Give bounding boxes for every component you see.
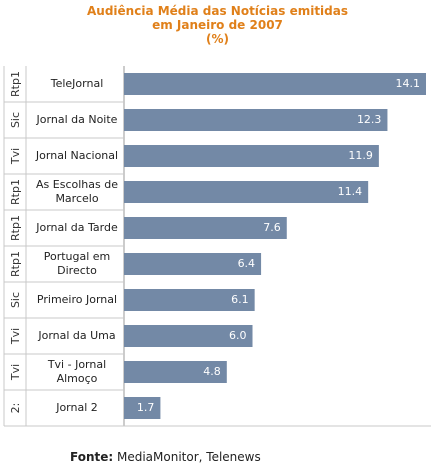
group-label: Rtp1 [9,251,22,277]
category-label: Almoço [57,372,98,385]
group-label: Sic [9,292,22,308]
data-label: 4.8 [203,365,221,378]
source-text: MediaMonitor, Telenews [113,450,261,464]
category-label: Portugal em [44,250,111,263]
category-label: Directo [57,264,97,277]
chart-title-line: (%) [206,32,229,46]
bar [124,73,426,95]
category-label: Marcelo [55,192,98,205]
source-label: Fonte: [70,450,114,464]
category-label: Jornal da Tarde [35,221,118,234]
group-label: Tvi [9,148,22,165]
data-label: 6.1 [231,293,249,306]
bar [124,217,287,239]
data-label: 6.4 [238,257,256,270]
bar [124,289,255,311]
data-label: 7.6 [263,221,281,234]
group-label: Tvi [9,364,22,381]
bar [124,181,369,203]
bar [124,145,379,167]
category-label: Jornal da Noite [36,113,118,126]
data-label: 6.0 [229,329,247,342]
data-label: 11.4 [338,185,363,198]
bar [124,325,253,347]
chart-title: Audiência Média das Notícias emitidas em… [0,4,435,46]
bar [124,361,227,383]
group-label: Rtp1 [9,71,22,97]
category-label: Jornal Nacional [35,149,118,162]
category-label: Primeiro Jornal [37,293,117,306]
source-note: Fonte: MediaMonitor, Telenews [70,450,261,464]
chart-title-line: em Janeiro de 2007 [152,18,283,32]
category-label: TeleJornal [50,77,104,90]
bar [124,397,161,419]
bar [124,253,262,275]
data-label: 11.9 [348,149,373,162]
group-label: Rtp1 [9,215,22,241]
category-label: Tvi - Jornal [47,358,106,371]
chart-title-line: Audiência Média das Notícias emitidas [87,4,348,18]
category-label: Jornal da Uma [37,329,115,342]
group-label: 2: [9,403,22,414]
data-label: 1.7 [137,401,155,414]
group-label: Rtp1 [9,179,22,205]
bar [124,109,388,131]
category-label: As Escolhas de [36,178,118,191]
group-label: Sic [9,112,22,128]
group-label: Tvi [9,328,22,345]
category-label: Jornal 2 [55,401,98,414]
data-label: 12.3 [357,113,382,126]
data-label: 14.1 [396,77,421,90]
